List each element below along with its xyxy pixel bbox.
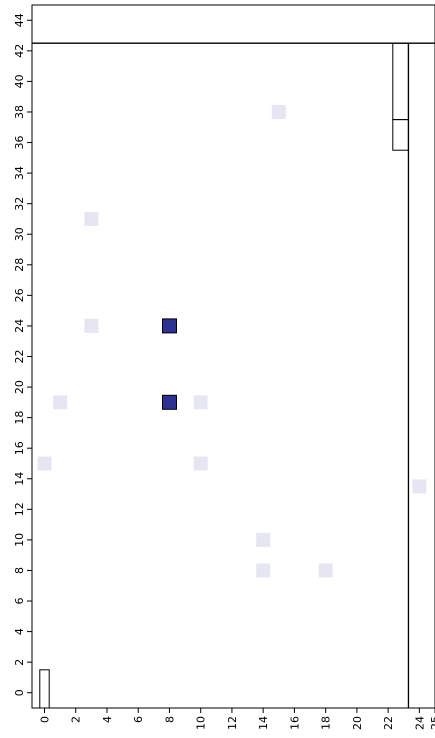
y-tick-label: 28 [13, 258, 26, 272]
y-tick-label: 42 [13, 44, 26, 58]
y-tick-label: 20 [13, 380, 26, 394]
y-tick-label: 6 [13, 598, 26, 605]
heatmap-cell-light [37, 456, 52, 471]
x-tick-label: 16 [288, 716, 301, 730]
heatmap-cell-light [256, 563, 271, 578]
cells-layer [37, 105, 427, 578]
x-tick-label: 2 [70, 716, 83, 723]
outlined-boxes-layer [39, 42, 409, 709]
x-tick-label: 6 [132, 716, 145, 723]
y-tick-label: 12 [13, 502, 26, 516]
y-tick-label: 40 [13, 74, 26, 88]
x-tick-label: 4 [101, 716, 114, 723]
x-tick-label: 24 [413, 716, 426, 730]
heatmap-cell-dark [162, 318, 177, 334]
y-tick-label: 30 [13, 227, 26, 241]
x-tick-label: 25 [429, 716, 435, 730]
heatmap-cell-light [412, 479, 427, 494]
y-tick-label: 32 [13, 197, 26, 211]
y-tick-label: 8 [13, 567, 26, 574]
x-tick-label: 20 [351, 716, 364, 730]
x-axis: 0 2 4 6 8 10 12 14 16 18 20 22 24 25 [39, 708, 435, 730]
outlined-box [392, 42, 409, 121]
x-tick-label: 18 [320, 716, 333, 730]
y-axis: 0246810121416182022242628303234363840424… [13, 13, 32, 696]
y-tick-label: 34 [13, 166, 26, 180]
plot-frame [31, 4, 435, 709]
y-tick-label: 2 [13, 659, 26, 666]
y-tick-label: 16 [13, 441, 26, 455]
heatmap-cell-light [193, 395, 208, 410]
heatmap-cell-light [53, 395, 68, 410]
y-tick-label: 24 [13, 319, 26, 333]
heatmap-cell-light [318, 563, 333, 578]
x-tick-label: 8 [164, 716, 177, 723]
y-tick-label: 44 [13, 13, 26, 27]
x-tick-label: 22 [382, 716, 395, 730]
outlined-box [392, 119, 409, 151]
outlined-box [39, 669, 50, 709]
heatmap-cell-light [193, 456, 208, 471]
x-tick-label: 14 [257, 716, 270, 730]
heatmap-cell-light [256, 532, 271, 547]
heatmap-cell-dark [162, 394, 177, 410]
y-tick-label: 4 [13, 628, 26, 635]
y-tick-label: 18 [13, 411, 26, 425]
y-tick-label: 36 [13, 136, 26, 150]
y-tick-label: 22 [13, 350, 26, 364]
y-tick-label: 38 [13, 105, 26, 119]
y-tick-label: 14 [13, 472, 26, 486]
x-tick-label: 12 [226, 716, 239, 730]
heatmap-cell-light [84, 318, 99, 333]
y-tick-label: 26 [13, 288, 26, 302]
y-tick-label: 10 [13, 533, 26, 547]
heatmap-cell-light [271, 105, 286, 119]
y-tick-label: 0 [13, 689, 26, 696]
x-tick-label: 10 [195, 716, 208, 730]
heatmap-cell-light [84, 212, 99, 226]
separator-lines-layer [32, 42, 435, 708]
x-tick-label: 0 [39, 716, 52, 723]
